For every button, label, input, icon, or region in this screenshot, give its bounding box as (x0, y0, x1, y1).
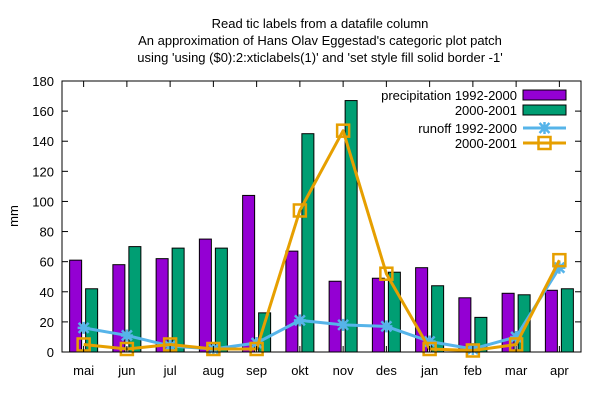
y-tick-label: 140 (32, 134, 54, 149)
x-tick-label-mar: mar (505, 363, 528, 378)
chart-title-line-2: An approximation of Hans Olav Eggestad's… (138, 33, 502, 48)
legend-swatch-precipitation-2000-2001 (522, 104, 567, 116)
bar-precipitation-1992-2000-des (371, 277, 385, 353)
y-tick-label: 100 (32, 194, 54, 209)
point-runoff-2000-2001-jan (422, 341, 437, 357)
point-runoff-2000-2001-aug (206, 341, 221, 357)
x-tick-label-jan: jan (420, 363, 438, 378)
y-tick-label: 160 (32, 104, 54, 119)
line-runoff-1992-2000 (83, 266, 561, 351)
legend-label-precipitation-1992-2000: precipitation 1992-2000 (381, 88, 517, 103)
point-runoff-2000-2001-feb (465, 343, 481, 358)
x-tick-label-okt: okt (291, 363, 309, 378)
y-tick-label: 60 (40, 255, 54, 270)
legend-label-runoff-2000-2001: 2000-2001 (455, 136, 517, 151)
bar-precipitation-1992-2000-nov (328, 280, 342, 353)
y-tick-label: 180 (32, 74, 54, 89)
point-runoff-1992-2000-des (380, 320, 393, 333)
bar-precipitation-1992-2000-apr (544, 289, 558, 353)
bar-precipitation-2000-2001-apr (560, 288, 574, 353)
x-tick-label-mai: mai (73, 363, 94, 378)
point-runoff-1992-2000-mai (77, 321, 90, 334)
bar-precipitation-2000-2001-mai (85, 288, 99, 353)
x-tick-label-jul: jul (163, 363, 177, 378)
point-runoff-1992-2000-jun (120, 329, 133, 342)
x-tick-label-jun: jun (117, 363, 135, 378)
chart-title-line-3: using 'using ($0):2:xticlabels(1)' and '… (137, 50, 502, 65)
point-runoff-2000-2001-okt (292, 203, 308, 218)
x-tick-label-feb: feb (464, 363, 482, 378)
point-runoff-2000-2001-apr (552, 252, 567, 268)
legend-marker-runoff-2000-2001 (537, 135, 552, 151)
chart-title-line-1: Read tic labels from a datafile column (212, 16, 429, 31)
bar-precipitation-2000-2001-aug (214, 247, 228, 353)
point-runoff-1992-2000-mar (510, 330, 523, 343)
plot-frame (61, 80, 582, 353)
point-runoff-1992-2000-apr (553, 261, 566, 274)
point-runoff-1992-2000-jan (423, 335, 436, 348)
legend-marker-runoff-1992-2000 (538, 122, 551, 134)
bar-precipitation-1992-2000-okt (285, 250, 299, 353)
y-tick-label: 120 (32, 164, 54, 179)
bar-precipitation-1992-2000-aug (198, 238, 212, 353)
point-runoff-1992-2000-nov (337, 318, 350, 331)
chart-title: Read tic labels from a datafile column A… (137, 16, 502, 65)
bar-precipitation-2000-2001-des (387, 271, 401, 353)
x-tick-label-aug: aug (203, 363, 225, 378)
point-runoff-2000-2001-nov (335, 123, 351, 138)
x-tick-label-des: des (376, 363, 397, 378)
y-tick-label: 0 (47, 345, 54, 360)
x-tick-label-nov: nov (333, 363, 354, 378)
x-tick-label-sep: sep (246, 363, 267, 378)
point-runoff-1992-2000-okt (293, 314, 306, 327)
legend-label-precipitation-2000-2001: 2000-2001 (455, 103, 517, 118)
y-tick-label: 40 (40, 285, 54, 300)
legend-label-runoff-1992-2000: runoff 1992-2000 (418, 121, 517, 136)
point-runoff-2000-2001-jun (119, 341, 135, 357)
plot-area: 0 20 40 60 80 100 120 140 160 180 mai jun jul aug sep o… (32, 74, 582, 378)
legend-swatch-precipitation-1992-2000 (522, 89, 567, 101)
bar-precipitation-1992-2000-mar (501, 292, 515, 353)
y-axis-label: mm (6, 205, 21, 227)
y-tick-label: 20 (40, 315, 54, 330)
y-tick-label: 80 (40, 225, 54, 240)
line-runoff-2000-2001 (83, 129, 561, 352)
point-runoff-2000-2001-des (379, 266, 394, 281)
bar-precipitation-2000-2001-jul (171, 247, 185, 353)
bar-precipitation-1992-2000-sep (242, 194, 256, 353)
point-runoff-2000-2001-sep (249, 341, 264, 357)
x-tick-label-apr: apr (550, 363, 569, 378)
